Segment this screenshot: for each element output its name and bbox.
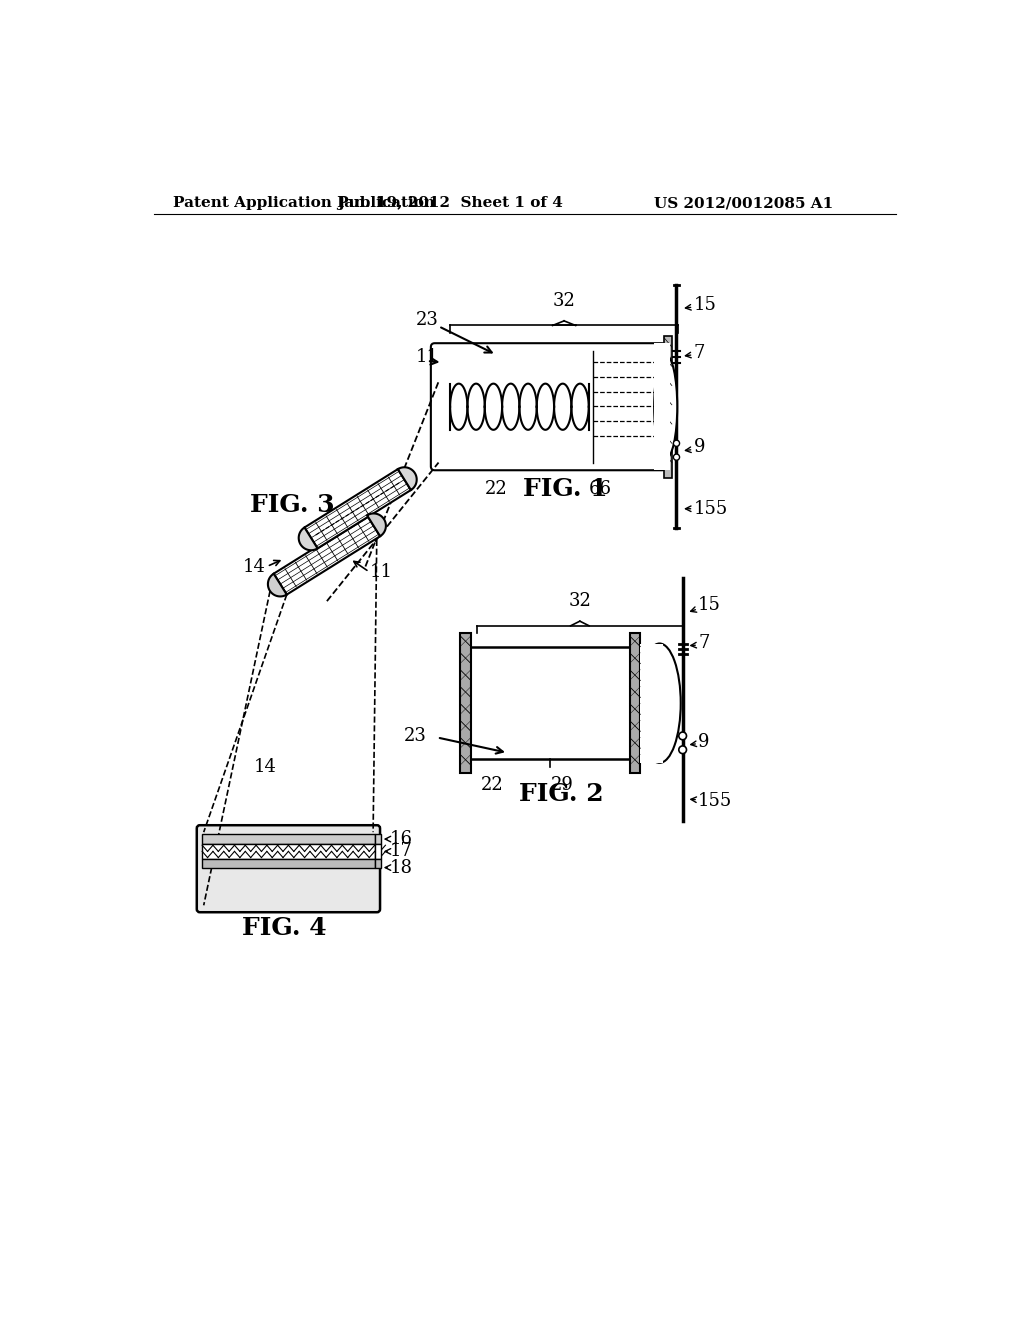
- Text: 32: 32: [568, 593, 591, 610]
- Polygon shape: [304, 469, 411, 548]
- Polygon shape: [367, 513, 386, 536]
- Text: Jan. 19, 2012  Sheet 1 of 4: Jan. 19, 2012 Sheet 1 of 4: [337, 197, 563, 210]
- Text: 7: 7: [698, 635, 710, 652]
- FancyBboxPatch shape: [431, 343, 666, 470]
- Text: 23: 23: [416, 312, 438, 329]
- Bar: [460, 634, 471, 774]
- Text: 7: 7: [693, 345, 705, 362]
- Text: 16: 16: [390, 830, 413, 847]
- Circle shape: [674, 454, 680, 461]
- Text: US 2012/0012085 A1: US 2012/0012085 A1: [654, 197, 834, 210]
- Text: 23: 23: [404, 727, 427, 744]
- Circle shape: [679, 746, 686, 754]
- Text: 29: 29: [550, 776, 573, 793]
- Text: 11: 11: [416, 348, 438, 366]
- Text: FIG. 3: FIG. 3: [250, 492, 335, 517]
- Text: 32: 32: [553, 292, 575, 310]
- Ellipse shape: [654, 355, 677, 459]
- Text: 18: 18: [390, 858, 413, 876]
- Text: Patent Application Publication: Patent Application Publication: [173, 197, 435, 210]
- Text: 9: 9: [698, 733, 710, 751]
- Text: 9: 9: [693, 438, 705, 457]
- Bar: [665, 335, 672, 478]
- Bar: [654, 343, 670, 470]
- FancyBboxPatch shape: [197, 825, 380, 912]
- Polygon shape: [273, 515, 380, 594]
- Polygon shape: [398, 467, 417, 490]
- Text: FIG. 2: FIG. 2: [519, 781, 604, 805]
- Polygon shape: [299, 528, 317, 550]
- Text: 15: 15: [698, 597, 721, 614]
- Circle shape: [679, 733, 686, 739]
- Text: 155: 155: [693, 500, 728, 517]
- Text: 17: 17: [390, 842, 413, 861]
- Circle shape: [674, 441, 680, 446]
- Text: 66: 66: [589, 480, 611, 498]
- Bar: [375, 834, 381, 843]
- Bar: [202, 834, 375, 843]
- Text: 22: 22: [485, 480, 508, 498]
- Bar: [630, 634, 640, 774]
- Bar: [640, 644, 664, 763]
- Text: FIG. 4: FIG. 4: [243, 916, 327, 940]
- Text: 22: 22: [481, 776, 504, 793]
- Bar: [375, 843, 381, 859]
- Bar: [202, 843, 375, 859]
- Bar: [202, 859, 375, 869]
- Ellipse shape: [638, 644, 681, 763]
- Text: 14: 14: [254, 758, 276, 776]
- Text: 11: 11: [370, 562, 392, 581]
- Text: FIG. 1: FIG. 1: [523, 478, 608, 502]
- Text: 14: 14: [243, 557, 265, 576]
- Polygon shape: [268, 574, 287, 597]
- Text: 155: 155: [698, 792, 732, 810]
- Bar: [469, 647, 631, 759]
- Bar: [375, 859, 381, 869]
- Text: 15: 15: [693, 296, 717, 314]
